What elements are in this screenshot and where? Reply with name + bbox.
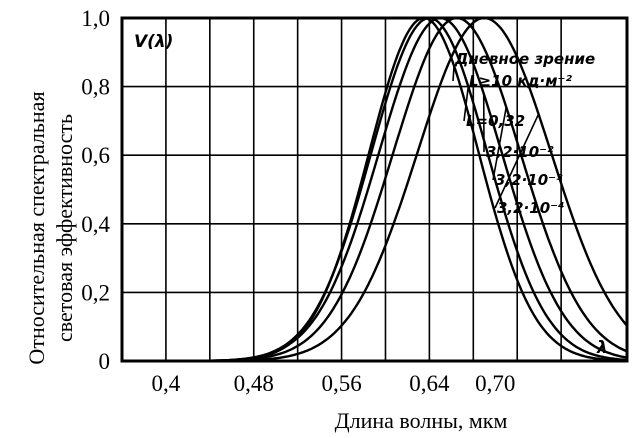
legend-leader-4: [494, 113, 540, 209]
legend-leaders: [452, 65, 540, 209]
series-line-4: [122, 16, 628, 363]
y-tick-label-2: 0,4: [81, 212, 110, 237]
x-tick-label-3: 0,64: [409, 371, 450, 396]
series-line-3: [122, 16, 628, 363]
legend: Дневное зрение L≥10 кд·м⁻² L=0,32 3,2·10⁻² 3…: [454, 50, 595, 217]
y-axis-title-line1: Относительная спектральная: [24, 91, 49, 364]
x-tick-label-4: 0,70: [475, 371, 515, 396]
legend-label-0-0: Дневное зрение: [454, 50, 595, 68]
grid: [122, 18, 627, 361]
legend-label-1-0: L=0,32: [466, 112, 525, 130]
legend-label-2-0: 3,2·10⁻²: [486, 143, 554, 161]
y-tick-label-4: 0,8: [81, 75, 110, 100]
legend-leader-3: [492, 107, 508, 181]
x-tick-label-0: 0,4: [152, 371, 181, 396]
series-line-0: [122, 16, 627, 363]
legend-leader-1: [463, 86, 470, 122]
y-tick-label-1: 0,2: [81, 280, 110, 305]
plot-frame: [120, 16, 629, 363]
y-tick-labels: 0 0,2 0,4 0,6 0,8 1,0: [81, 6, 110, 374]
x-tick-labels: 0,4 0,48 0,56 0,64 0,70: [152, 371, 516, 396]
series-line-1: [122, 16, 628, 363]
legend-leader-0: [452, 65, 455, 82]
curve-label: V(λ): [134, 32, 173, 52]
legend-label-4-0: 3,2·10⁻⁴: [497, 199, 565, 217]
y-axis-title-line2: световая эффективность: [52, 114, 77, 342]
legend-label-0-1: L≥10 кд·м⁻²: [469, 72, 572, 90]
legend-label-3-0: 3,2·10⁻³: [495, 171, 563, 189]
curves: [122, 16, 628, 363]
y-tick-label-5: 1,0: [81, 6, 110, 31]
x-axis-symbol: λ: [596, 338, 608, 358]
y-tick-label-3: 0,6: [81, 143, 110, 168]
x-tick-label-1: 0,48: [234, 371, 274, 396]
x-axis-title: Длина волны, мкм: [335, 408, 508, 433]
x-tick-label-2: 0,56: [321, 371, 361, 396]
y-tick-label-0: 0: [99, 349, 111, 374]
series-line-2: [122, 16, 628, 363]
